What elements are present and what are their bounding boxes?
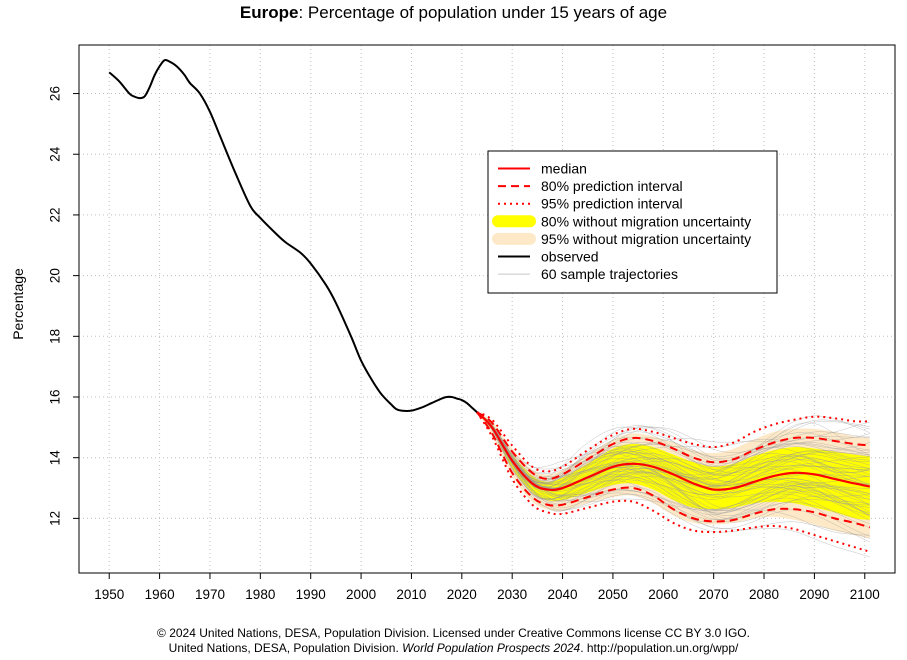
trajectory-line bbox=[476, 411, 870, 539]
legend-box bbox=[487, 150, 778, 294]
x-tick-label-2050: 2050 bbox=[598, 587, 628, 602]
legend-label-pi80: 80% prediction interval bbox=[541, 178, 683, 194]
y-tick-label-20: 20 bbox=[48, 268, 63, 283]
trajectory-line bbox=[476, 411, 870, 498]
source-suffix: . http://population.un.org/wpp/ bbox=[580, 641, 739, 655]
chart-title: Europe: Percentage of population under 1… bbox=[0, 3, 907, 23]
trajectory-line bbox=[476, 411, 870, 486]
source-line: United Nations, DESA, Population Divisio… bbox=[0, 641, 907, 655]
legend-item-median: median bbox=[498, 161, 587, 177]
x-tick-label-1990: 1990 bbox=[296, 587, 326, 602]
y-tick-label-16: 16 bbox=[48, 389, 63, 404]
trajectory-line bbox=[476, 411, 870, 543]
grid-lines bbox=[79, 45, 895, 573]
legend-item-pi95: 95% prediction interval bbox=[498, 196, 683, 212]
trajectory-line bbox=[476, 411, 870, 508]
trajectory-line bbox=[476, 411, 870, 487]
plot-frame bbox=[78, 44, 896, 574]
x-tick-label-2020: 2020 bbox=[447, 587, 477, 602]
axes: 1950 1960 1970 1980 1990 2000 2010 2020 2030 2040… bbox=[10, 44, 896, 602]
x-tick-label-2100: 2100 bbox=[850, 587, 880, 602]
x-tick-label-2010: 2010 bbox=[396, 587, 426, 602]
y-tick-label-18: 18 bbox=[48, 329, 63, 344]
y-tick-label-24: 24 bbox=[48, 146, 63, 162]
legend-item-band80: 80% without migration uncertainty bbox=[492, 213, 751, 229]
x-tick-label-2070: 2070 bbox=[699, 587, 729, 602]
legend-label-trajectories: 60 sample trajectories bbox=[541, 266, 678, 282]
x-tick-label-1950: 1950 bbox=[94, 587, 124, 602]
legend-label-median: median bbox=[541, 161, 587, 177]
legend-item-pi80: 80% prediction interval bbox=[498, 178, 683, 194]
series-lines bbox=[108, 58, 871, 553]
pi80-upper-line bbox=[476, 411, 870, 480]
legend-item-observed: observed bbox=[498, 249, 599, 265]
copyright-line: © 2024 United Nations, DESA, Population … bbox=[157, 626, 750, 640]
observed-line bbox=[108, 58, 478, 413]
trajectory-line bbox=[476, 411, 870, 489]
x-tick-label-1960: 1960 bbox=[145, 587, 175, 602]
trajectory-line bbox=[476, 411, 870, 516]
y-tick-label-26: 26 bbox=[48, 86, 63, 101]
source-title: World Population Prospects 2024 bbox=[402, 641, 581, 655]
y-tick-label-14: 14 bbox=[48, 450, 63, 466]
legend-item-band95: 95% without migration uncertainty bbox=[492, 231, 751, 247]
legend-label-pi95: 95% prediction interval bbox=[541, 196, 683, 212]
trajectory-line bbox=[476, 411, 870, 514]
legend-label-band95: 95% without migration uncertainty bbox=[541, 231, 751, 247]
x-tick-label-2040: 2040 bbox=[548, 587, 578, 602]
trajectory-line bbox=[476, 411, 870, 492]
x-tick-label-2000: 2000 bbox=[346, 587, 376, 602]
trajectory-line bbox=[476, 411, 870, 487]
pi95-upper-line bbox=[476, 411, 870, 473]
trajectory-line bbox=[476, 411, 870, 491]
pi80-lower-line bbox=[476, 411, 871, 529]
legend-label-band80: 80% without migration uncertainty bbox=[541, 213, 751, 229]
x-tick-label-1980: 1980 bbox=[245, 587, 275, 602]
trajectory-line bbox=[476, 412, 870, 490]
trajectory-line bbox=[476, 411, 870, 478]
legend-label-observed: observed bbox=[541, 249, 599, 265]
trajectory-line bbox=[476, 411, 870, 475]
chart-title-region: Europe bbox=[239, 3, 299, 22]
x-tick-label-2090: 2090 bbox=[799, 587, 829, 602]
trajectory-line bbox=[476, 411, 870, 525]
x-tick-label-2080: 2080 bbox=[749, 587, 779, 602]
trajectory-line bbox=[476, 412, 870, 511]
chart-title-text: : Percentage of population under 15 year… bbox=[298, 3, 668, 22]
trajectory-line bbox=[476, 411, 870, 485]
chart-plot: 1950 1960 1970 1980 1990 2000 2010 2020 2030 2040… bbox=[10, 44, 896, 602]
y-tick-label-22: 22 bbox=[48, 207, 63, 222]
x-tick-label-2030: 2030 bbox=[497, 587, 527, 602]
x-tick-label-1970: 1970 bbox=[195, 587, 225, 602]
legend-item-trajectories: 60 sample trajectories bbox=[498, 266, 678, 282]
trajectory-line bbox=[476, 411, 870, 470]
y-axis-label: Percentage bbox=[10, 268, 26, 340]
y-tick-label-12: 12 bbox=[48, 511, 63, 526]
pi95-lower-line bbox=[476, 411, 871, 553]
source-prefix: United Nations, DESA, Population Divisio… bbox=[168, 641, 403, 655]
x-tick-label-2060: 2060 bbox=[648, 587, 678, 602]
median-line bbox=[476, 411, 871, 492]
trajectory-line bbox=[476, 411, 870, 519]
